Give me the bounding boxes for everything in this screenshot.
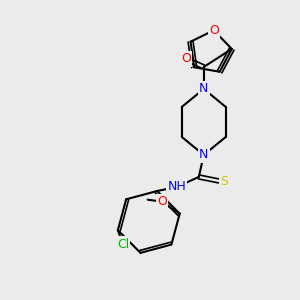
Text: O: O [181, 52, 191, 65]
Text: O: O [209, 24, 219, 37]
Text: Cl: Cl [117, 238, 129, 251]
Text: O: O [157, 195, 166, 208]
Text: N: N [199, 148, 208, 161]
Text: N: N [199, 82, 208, 95]
Text: S: S [220, 176, 228, 188]
Text: NH: NH [167, 180, 186, 194]
